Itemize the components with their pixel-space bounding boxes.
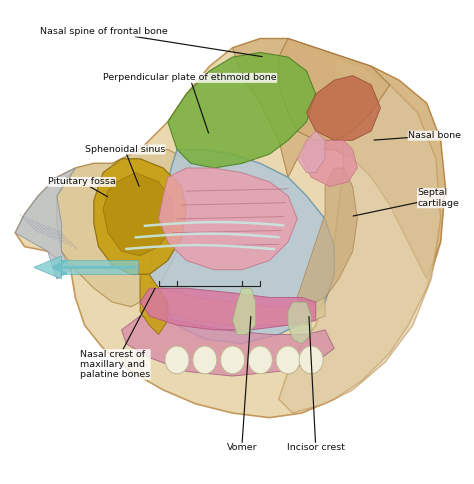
Text: Nasal crest of
maxillary and
palatine bones: Nasal crest of maxillary and palatine bo… bbox=[80, 288, 155, 379]
Text: Septal
cartilage: Septal cartilage bbox=[353, 188, 459, 216]
Polygon shape bbox=[297, 131, 325, 173]
Text: Perpendicular plate of ethmoid bone: Perpendicular plate of ethmoid bone bbox=[103, 74, 277, 133]
Polygon shape bbox=[149, 150, 334, 344]
Ellipse shape bbox=[248, 346, 272, 374]
Text: Nasal bone: Nasal bone bbox=[374, 131, 461, 140]
Text: Pituitary fossa: Pituitary fossa bbox=[47, 178, 115, 197]
Polygon shape bbox=[140, 274, 168, 334]
Polygon shape bbox=[168, 52, 316, 168]
Polygon shape bbox=[140, 288, 316, 330]
Polygon shape bbox=[233, 288, 255, 334]
Ellipse shape bbox=[299, 346, 323, 374]
Polygon shape bbox=[233, 39, 445, 279]
Ellipse shape bbox=[276, 346, 300, 374]
Polygon shape bbox=[297, 168, 357, 325]
Ellipse shape bbox=[193, 346, 217, 374]
Polygon shape bbox=[122, 316, 334, 376]
Text: Vomer: Vomer bbox=[227, 317, 257, 452]
Polygon shape bbox=[15, 39, 445, 418]
Polygon shape bbox=[279, 57, 440, 413]
Polygon shape bbox=[94, 159, 186, 274]
Text: Sphenoidal sinus: Sphenoidal sinus bbox=[84, 145, 165, 186]
Polygon shape bbox=[140, 279, 325, 325]
Polygon shape bbox=[34, 256, 62, 279]
Ellipse shape bbox=[165, 346, 189, 374]
Text: Incisor crest: Incisor crest bbox=[287, 317, 345, 452]
Polygon shape bbox=[288, 302, 311, 344]
Polygon shape bbox=[103, 173, 173, 256]
Polygon shape bbox=[15, 168, 75, 279]
Polygon shape bbox=[307, 76, 381, 140]
Ellipse shape bbox=[220, 346, 245, 374]
Polygon shape bbox=[57, 150, 196, 307]
Polygon shape bbox=[62, 260, 138, 274]
Polygon shape bbox=[279, 39, 390, 140]
Text: Nasal spine of frontal bone: Nasal spine of frontal bone bbox=[40, 27, 262, 57]
Polygon shape bbox=[302, 140, 357, 186]
Polygon shape bbox=[159, 168, 297, 270]
